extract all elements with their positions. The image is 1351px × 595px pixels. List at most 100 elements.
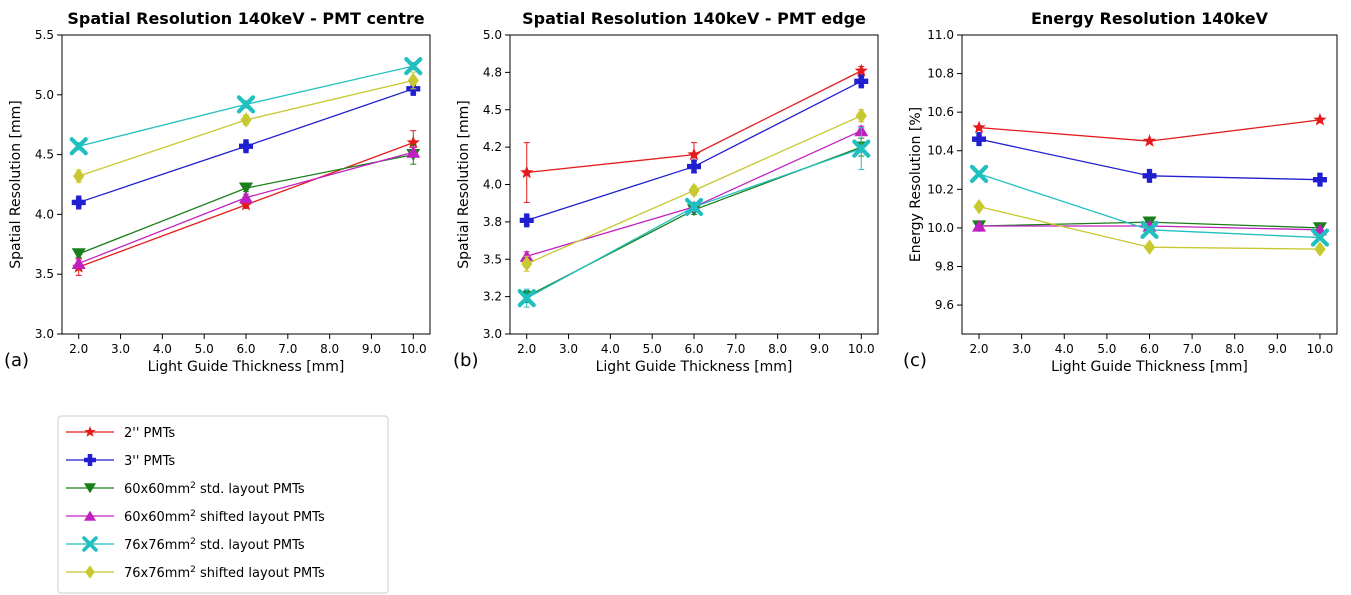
data-point: [854, 63, 868, 77]
chart-panel-2: Spatial Resolution 140keV - PMT edge 2.0 3…: [456, 9, 879, 375]
series-3in: [519, 74, 869, 228]
y-tick-label: 11.0: [927, 28, 954, 42]
data-point: [854, 74, 869, 89]
series-76std: [969, 164, 1330, 247]
data-point: [407, 72, 419, 89]
series-76shift: [973, 198, 1326, 257]
data-point: [517, 289, 536, 308]
data-point: [687, 159, 701, 174]
data-point: [1313, 112, 1327, 126]
legend-marker: [84, 454, 96, 466]
data-point: [239, 139, 253, 154]
series-2in: [520, 63, 868, 203]
y-tick-label: 3.2: [483, 290, 502, 304]
series-76shift: [521, 108, 867, 272]
plot-frame: [961, 34, 1338, 335]
chart-title: Spatial Resolution 140keV - PMT centre: [67, 9, 424, 28]
legend-item-2in: 2'' PMTs: [66, 426, 175, 441]
x-tick-label: 6.0: [236, 342, 255, 356]
x-tick-label: 3.0: [1012, 342, 1031, 356]
data-point: [519, 213, 534, 228]
x-tick-label: 6.0: [684, 342, 703, 356]
data-point: [239, 182, 253, 195]
x-tick-label: 2.0: [69, 342, 88, 356]
x-axis-label: Light Guide Thickness [mm]: [1051, 359, 1248, 375]
data-point: [239, 197, 253, 211]
x-tick-label: 7.0: [1183, 342, 1202, 356]
x-tick-label: 5.0: [195, 342, 214, 356]
chart-panel-1: Spatial Resolution 140keV - PMT centre 2.…: [8, 9, 431, 375]
x-tick-label: 8.0: [1225, 342, 1244, 356]
chart-title: Spatial Resolution 140keV - PMT edge: [522, 9, 866, 28]
legend-item-76shift: 76x76mm2 shifted layout PMTs: [66, 565, 325, 581]
series-76std: [69, 56, 423, 156]
x-tick-label: 4.0: [1055, 342, 1074, 356]
x-tick-label: 10.0: [1307, 342, 1334, 356]
x-tick-label: 9.0: [362, 342, 381, 356]
panel-letter: (c): [903, 350, 927, 371]
x-tick-label: 5.0: [1097, 342, 1116, 356]
data-point: [69, 137, 88, 156]
y-tick-label: 5.0: [483, 28, 502, 42]
data-point: [73, 168, 85, 184]
x-axis-label: Light Guide Thickness [mm]: [596, 359, 793, 375]
data-point: [240, 112, 252, 128]
x-axis-label: Light Guide Thickness [mm]: [148, 359, 345, 375]
y-tick-label: 10.2: [927, 182, 954, 196]
data-point: [71, 248, 86, 261]
data-point: [972, 132, 987, 147]
data-point: [684, 197, 704, 217]
legend-label: 3'' PMTs: [124, 454, 175, 469]
legend-label: 76x76mm2 shifted layout PMTs: [124, 565, 325, 581]
y-tick-label: 3.8: [483, 215, 502, 229]
data-point: [406, 145, 421, 158]
x-tick-label: 2.0: [969, 342, 988, 356]
x-tick-label: 8.0: [320, 342, 339, 356]
panel-letter: (a): [4, 350, 29, 371]
x-tick-label: 10.0: [400, 342, 427, 356]
y-tick-label: 5.0: [35, 88, 54, 102]
data-point: [1310, 228, 1330, 247]
chart-panel-3: Energy Resolution 140keV 2.0 3.0 4.0 5.0 6.0 7…: [908, 9, 1338, 375]
y-tick-label: 3.0: [483, 327, 502, 341]
y-tick-label: 4.8: [483, 65, 502, 79]
data-point: [855, 108, 867, 124]
x-tick-label: 5.0: [643, 342, 662, 356]
y-tick-label: 10.0: [927, 221, 954, 235]
legend-marker: [84, 483, 96, 494]
data-point: [404, 56, 423, 76]
data-point: [1143, 239, 1156, 255]
data-point: [406, 135, 420, 149]
data-point: [969, 164, 989, 183]
legend: 2'' PMTs 3'' PMTs 60x60mm2 std. layout PMT…: [57, 415, 389, 594]
legend-marker: [82, 536, 98, 552]
legend-item-60std: 60x60mm2 std. layout PMTs: [66, 481, 305, 497]
y-axis-label: Energy Resolution [%]: [908, 107, 924, 262]
x-tick-label: 2.0: [517, 342, 536, 356]
data-point: [1314, 241, 1326, 257]
data-point: [236, 95, 256, 114]
y-tick-label: 10.8: [927, 67, 954, 81]
y-axis-label: Spatial Resolution [mm]: [456, 100, 472, 268]
y-tick-label: 4.0: [483, 178, 502, 192]
x-tick-label: 7.0: [726, 342, 745, 356]
y-tick-label: 4.5: [483, 103, 502, 117]
y-tick-label: 10.6: [927, 105, 954, 119]
x-tick-label: 4.0: [601, 342, 620, 356]
x-tick-label: 6.0: [1140, 342, 1159, 356]
y-axis-label: Spatial Resolution [mm]: [8, 100, 24, 268]
legend-marker: [84, 426, 96, 437]
y-tick-label: 3.5: [35, 267, 54, 281]
legend-label: 2'' PMTs: [124, 426, 175, 441]
legend-box: [57, 415, 389, 594]
data-point: [71, 257, 86, 270]
y-tick-label: 3.0: [35, 327, 54, 341]
data-point: [520, 165, 534, 179]
legend-marker: [84, 510, 96, 521]
data-point: [688, 182, 700, 199]
legend-marker: [85, 565, 95, 579]
legend-label: 76x76mm2 std. layout PMTs: [124, 537, 305, 553]
chart-title: Energy Resolution 140keV: [1031, 9, 1269, 28]
x-tick-label: 9.0: [810, 342, 829, 356]
